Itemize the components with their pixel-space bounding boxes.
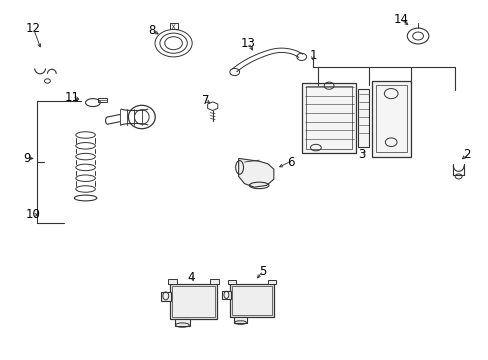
Text: 5: 5 xyxy=(259,265,266,278)
Text: 6: 6 xyxy=(286,156,294,168)
Text: 9: 9 xyxy=(23,152,31,165)
Bar xyxy=(167,279,176,284)
Bar xyxy=(375,85,406,152)
Bar xyxy=(371,81,410,157)
Bar xyxy=(210,279,219,284)
Text: 2: 2 xyxy=(462,148,470,161)
Bar xyxy=(267,280,275,284)
Bar xyxy=(169,23,177,29)
Bar xyxy=(227,280,235,284)
Text: 14: 14 xyxy=(393,13,407,26)
Bar xyxy=(229,284,273,317)
Bar xyxy=(222,291,230,299)
Bar xyxy=(302,83,355,153)
Text: 7: 7 xyxy=(201,94,209,107)
Text: 4: 4 xyxy=(186,271,194,284)
Bar xyxy=(161,292,171,301)
Text: 13: 13 xyxy=(241,37,255,50)
Bar xyxy=(231,286,271,315)
Bar xyxy=(170,284,216,319)
Polygon shape xyxy=(238,158,273,187)
Text: 3: 3 xyxy=(357,148,365,161)
Text: 1: 1 xyxy=(308,49,316,62)
Text: 8: 8 xyxy=(147,24,155,37)
Bar xyxy=(233,317,247,323)
Text: 11: 11 xyxy=(65,91,80,104)
Bar xyxy=(172,286,214,317)
Bar xyxy=(305,86,351,149)
Text: 12: 12 xyxy=(26,22,41,35)
Text: 10: 10 xyxy=(26,208,41,221)
Bar xyxy=(175,319,189,326)
Bar xyxy=(358,89,368,147)
Bar xyxy=(98,98,106,102)
